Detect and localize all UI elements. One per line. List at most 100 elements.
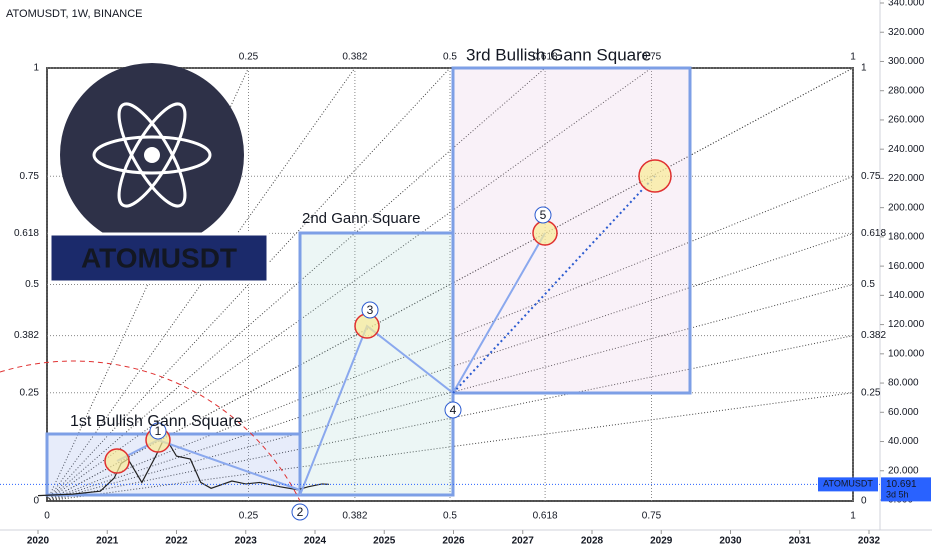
gann-fan xyxy=(46,392,854,502)
x-tick-label: 2020 xyxy=(27,536,50,547)
gann-fan xyxy=(46,67,854,502)
marker-label: 3 xyxy=(367,303,374,317)
gann-fan xyxy=(46,335,854,502)
marker-ring xyxy=(291,503,309,521)
x-tick-label: 2031 xyxy=(789,536,812,547)
countdown-label: 3d 5h xyxy=(886,490,909,500)
y-tick-label: 40.000 xyxy=(888,436,919,447)
y-tick-label: 240.000 xyxy=(888,144,925,155)
logo-box xyxy=(48,232,270,284)
y-tick-label: 200.000 xyxy=(888,202,925,213)
logo-orbit xyxy=(92,135,212,175)
gann-right-label: 0.5 xyxy=(861,279,875,290)
x-tick-label: 2022 xyxy=(165,536,188,547)
gann-left-label: 0 xyxy=(33,496,39,507)
gann-bottom-label: 1 xyxy=(850,511,856,522)
x-tick-label: 2024 xyxy=(304,536,327,547)
gann-bottom-label: 0.618 xyxy=(533,511,558,522)
gann-fan xyxy=(46,175,854,502)
y-tick-label: 260.000 xyxy=(888,115,925,126)
marker-label: 5 xyxy=(540,208,547,222)
x-tick-label: 2032 xyxy=(858,536,881,547)
gann-top-label: 0.618 xyxy=(533,52,558,63)
pivot-circle xyxy=(638,159,672,193)
gann-square-3 xyxy=(451,66,692,395)
pivot-circle xyxy=(532,220,558,246)
gann-left-label: 0.5 xyxy=(25,279,39,290)
y-tick-label: 20.000 xyxy=(888,465,919,476)
y-tick-label: 120.000 xyxy=(888,319,925,330)
gann-right-label: 0.75 xyxy=(861,171,881,182)
gann-top-label: 0.25 xyxy=(239,52,259,63)
gann-left-label: 0.75 xyxy=(20,171,40,182)
x-tick-label: 2030 xyxy=(719,536,742,547)
square-2-label: 2nd Gann Square xyxy=(302,210,420,227)
x-tick-label: 2021 xyxy=(96,536,119,547)
marker-ring xyxy=(149,422,167,440)
x-tick-label: 2025 xyxy=(373,536,396,547)
marker-label: 1 xyxy=(155,424,162,438)
gann-left-label: 0.382 xyxy=(14,330,39,341)
gann-square-1 xyxy=(45,432,302,497)
logo-text: ATOMUSDT xyxy=(81,242,237,273)
y-tick-label: 280.000 xyxy=(888,85,925,96)
gann-right-label: 0.25 xyxy=(861,387,881,398)
gann-right-label: 0.382 xyxy=(861,330,886,341)
logo-orbit xyxy=(117,102,187,208)
y-tick-label: 160.000 xyxy=(888,261,925,272)
wave-path xyxy=(299,232,546,496)
x-tick-label: 2027 xyxy=(512,536,535,547)
gann-right-label: 1 xyxy=(861,63,867,74)
x-tick-label: 2028 xyxy=(581,536,604,547)
gann-right-label: 0 xyxy=(861,496,867,507)
gann-top-label: 0.382 xyxy=(342,52,367,63)
x-tick-label: 2023 xyxy=(235,536,258,547)
y-tick-label: 180.000 xyxy=(888,232,925,243)
gann-top-label: 1 xyxy=(850,52,856,63)
gann-fan xyxy=(46,67,546,502)
marker-ring xyxy=(361,301,379,319)
square-3-label: 3rd Bullish Gann Square xyxy=(466,45,651,64)
gann-bottom-label: 0 xyxy=(44,511,50,522)
y-tick-label: 80.000 xyxy=(888,378,919,389)
marker-label: 2 xyxy=(297,505,304,519)
y-tick-label: 100.000 xyxy=(888,348,925,359)
marker-ring xyxy=(534,206,552,224)
logo-core xyxy=(144,147,160,163)
logo-orbit xyxy=(117,102,187,208)
x-tick-label: 2029 xyxy=(650,536,673,547)
y-tick-label: 320.000 xyxy=(888,27,925,38)
gann-top-label: 0.75 xyxy=(642,52,662,63)
gann-fan xyxy=(46,67,652,502)
last-price-name: ATOMUSDT xyxy=(823,479,873,489)
y-tick-label: 340.000 xyxy=(888,0,925,9)
gann-top-label: 0.5 xyxy=(443,52,457,63)
gann-bottom-label: 0.25 xyxy=(239,511,259,522)
y-tick-label: 140.000 xyxy=(888,290,925,301)
gann-right-label: 0.618 xyxy=(861,228,886,239)
pivot-circle xyxy=(104,448,130,474)
gann-bottom-label: 0.5 xyxy=(443,511,457,522)
gann-fan xyxy=(46,67,451,502)
marker-label: 4 xyxy=(450,403,457,417)
gann-fan xyxy=(46,284,854,502)
last-price-name-box xyxy=(818,477,878,492)
gann-left-label: 1 xyxy=(33,63,39,74)
y-tick-label: 300.000 xyxy=(888,56,925,67)
square-1-label: 1st Bullish Gann Square xyxy=(70,413,243,430)
x-tick-label: 2026 xyxy=(442,536,465,547)
gann-bottom-label: 0.75 xyxy=(642,511,662,522)
marker-ring xyxy=(444,401,462,419)
gann-bottom-label: 0.382 xyxy=(342,511,367,522)
y-tick-label: 60.000 xyxy=(888,407,919,418)
y-tick-label: 220.000 xyxy=(888,173,925,184)
gann-left-label: 0.618 xyxy=(14,228,39,239)
chart-title: ATOMUSDT, 1W, BINANCE xyxy=(6,8,143,20)
gann-square-2 xyxy=(298,231,455,497)
gann-left-label: 0.25 xyxy=(20,387,40,398)
last-price-box xyxy=(881,477,931,502)
gann-fan xyxy=(46,232,854,502)
last-price-label: 10.691 xyxy=(886,479,917,490)
